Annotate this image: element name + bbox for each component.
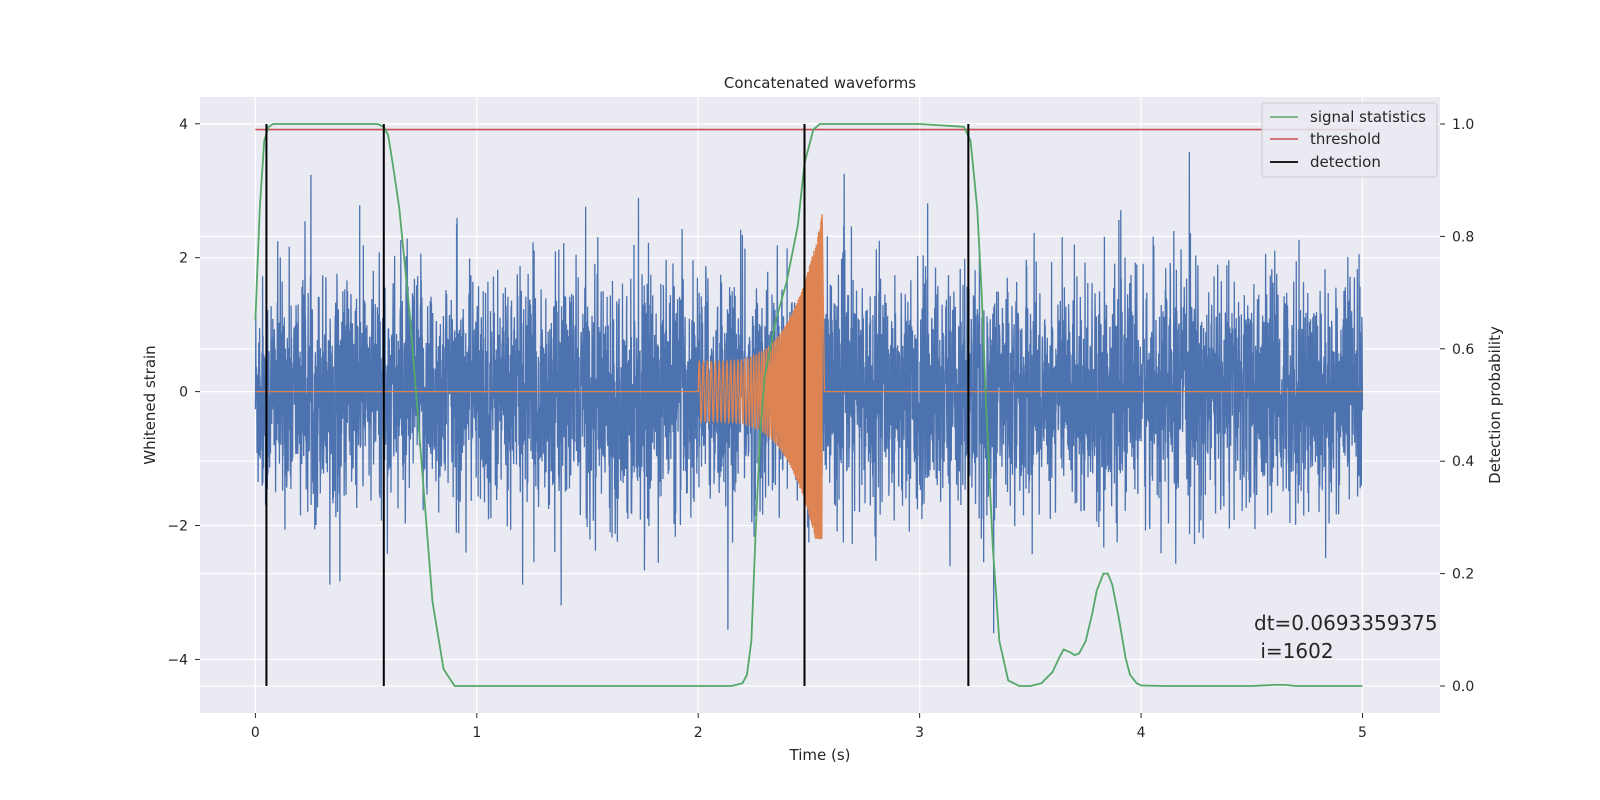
y-left-tick-label: 0: [179, 385, 188, 401]
y-right-tick-label: 0.2: [1452, 567, 1474, 583]
x-tick-label: 4: [1137, 725, 1146, 741]
legend-label-signal-statistics: signal statistics: [1310, 108, 1426, 126]
y-axis-left: −4 −2 0 2 4: [167, 117, 200, 668]
y-axis-right: 0.0 0.2 0.4 0.6 0.8 1.0: [1440, 117, 1474, 695]
annotation-line-2: i=1602: [1254, 639, 1334, 663]
y-left-tick-label: −4: [167, 652, 188, 668]
y-left-tick-label: −2: [167, 519, 188, 535]
y-left-tick-label: 4: [179, 117, 188, 133]
series-layer: [254, 123, 1364, 687]
x-tick-label: 1: [472, 725, 481, 741]
y-axis-left-label: Whitened strain: [141, 345, 159, 464]
x-tick-label: 3: [915, 725, 924, 741]
y-right-tick-label: 0.4: [1452, 454, 1474, 470]
y-right-tick-label: 0.8: [1452, 229, 1474, 245]
legend-frame: [1261, 102, 1438, 178]
x-tick-label: 0: [251, 725, 260, 741]
legend: signal statistics threshold detection: [1261, 102, 1438, 178]
x-axis: 0 1 2 3 4 5: [251, 713, 1367, 741]
y-right-tick-label: 1.0: [1452, 117, 1474, 133]
y-axis-right-label: Detection probability: [1486, 326, 1504, 484]
y-left-tick-label: 2: [179, 251, 188, 267]
x-axis-label: Time (s): [789, 746, 851, 764]
legend-label-detection: detection: [1310, 153, 1381, 171]
x-tick-label: 5: [1358, 725, 1367, 741]
series-signal-statistics-line: [254, 123, 1363, 687]
y-right-tick-label: 0.0: [1452, 679, 1474, 695]
legend-label-threshold: threshold: [1310, 130, 1381, 148]
y-right-tick-label: 0.6: [1452, 342, 1474, 358]
annotation-line-1: dt=0.0693359375: [1254, 611, 1438, 635]
x-tick-label: 2: [694, 725, 703, 741]
annotation: dt=0.0693359375 i=1602: [1254, 611, 1438, 663]
chart-title: Concatenated waveforms: [724, 74, 916, 92]
